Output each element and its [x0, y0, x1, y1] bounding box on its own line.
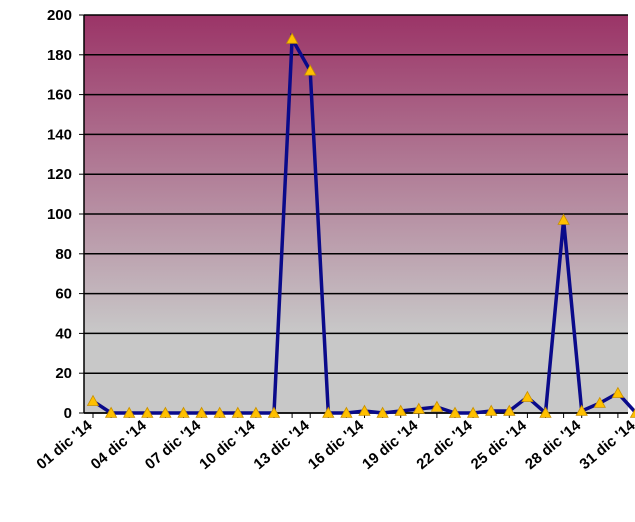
y-tick-label: 160: [47, 87, 72, 104]
x-tick-label: 10 dic '14: [196, 417, 259, 473]
x-tick-label: 04 dic '14: [88, 417, 151, 473]
x-tick-label: 25 dic '14: [468, 417, 531, 473]
x-tick-label: 28 dic '14: [522, 417, 585, 473]
y-tick-label: 60: [55, 286, 72, 303]
y-tick-label: 0: [64, 405, 72, 422]
y-tick-label: 100: [47, 206, 72, 223]
y-tick-label: 140: [47, 126, 72, 143]
y-axis-tick-labels: 0 20 40 60 80 100 120 140 160 180 200: [47, 7, 84, 422]
x-tick-label: 07 dic '14: [142, 417, 205, 473]
x-tick-label: 22 dic '14: [413, 417, 476, 473]
x-tick-label: 31 dic '14: [576, 417, 635, 473]
y-tick-label: 120: [47, 166, 72, 183]
x-tick-label: 19 dic '14: [359, 417, 422, 473]
y-tick-label: 180: [47, 47, 72, 64]
y-tick-label: 40: [55, 325, 72, 342]
x-tick-label: 16 dic '14: [305, 417, 368, 473]
y-tick-label: 200: [47, 7, 72, 24]
y-tick-label: 80: [55, 246, 72, 263]
x-tick-label: 01 dic '14: [33, 417, 96, 473]
x-tick-label: 13 dic '14: [251, 417, 314, 473]
y-tick-label: 20: [55, 365, 72, 382]
